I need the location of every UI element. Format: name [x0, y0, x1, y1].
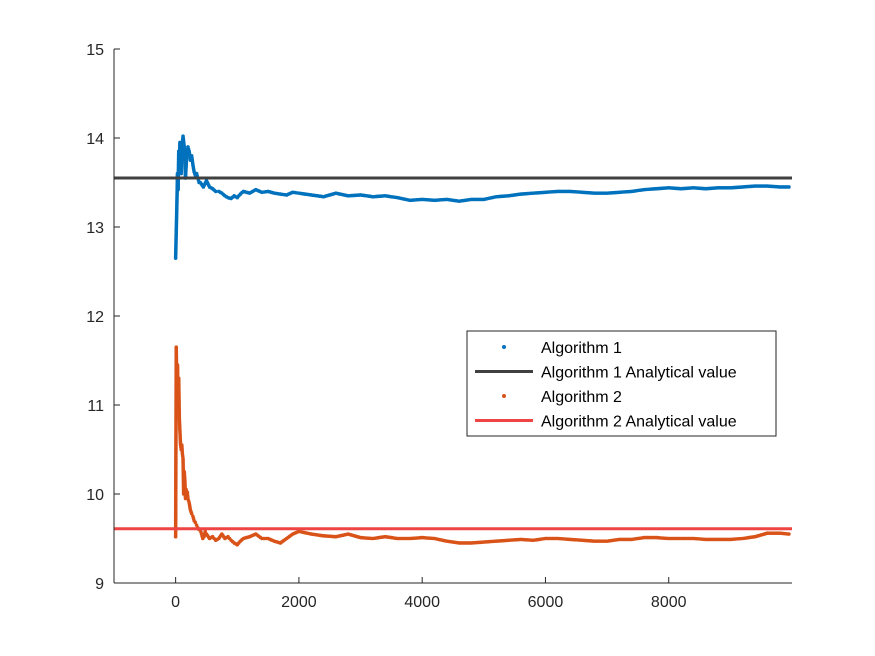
x-tick-label: 4000	[404, 594, 440, 611]
x-tick-label: 8000	[651, 594, 687, 611]
legend-label-algorithm-1: Algorithm 1	[541, 340, 622, 357]
x-axis: 0 2000 4000 6000 8000	[114, 577, 792, 611]
y-tick-label: 11	[87, 398, 104, 415]
data-point-algorithm-2	[194, 523, 199, 527]
data-point-algorithm-1	[213, 189, 218, 194]
y-tick-label: 13	[86, 220, 104, 237]
legend-label-algorithm-2-analytical-value: Algorithm 2 Analytical value	[541, 414, 737, 431]
legend-box	[466, 330, 777, 437]
data-point-algorithm-2	[193, 520, 198, 525]
x-tick-label: 2000	[281, 594, 317, 611]
y-tick-label: 15	[86, 42, 104, 59]
legend: Algorithm 1 Algorithm 1 Analytical value A…	[466, 330, 777, 437]
data-point-algorithm-2	[787, 532, 791, 536]
y-tick-label: 10	[86, 487, 104, 504]
x-tick-label: 6000	[528, 594, 564, 611]
legend-label-algorithm-1-analytical-value: Algorithm 1 Analytical value	[541, 365, 737, 382]
data-point-algorithm-2	[203, 529, 208, 534]
y-tick-label: 9	[95, 576, 104, 593]
data-point-algorithm-1	[787, 185, 791, 189]
legend-label-algorithm-2: Algorithm 2	[541, 389, 622, 406]
x-tick-label: 0	[171, 594, 180, 611]
y-tick-label: 14	[86, 131, 104, 148]
data-point-algorithm-2	[189, 511, 194, 516]
y-tick-label: 12	[86, 309, 104, 326]
legend-swatch-algorithm-2	[502, 394, 506, 398]
plot-area	[114, 134, 792, 547]
legend-swatch-algorithm-1	[502, 345, 506, 349]
